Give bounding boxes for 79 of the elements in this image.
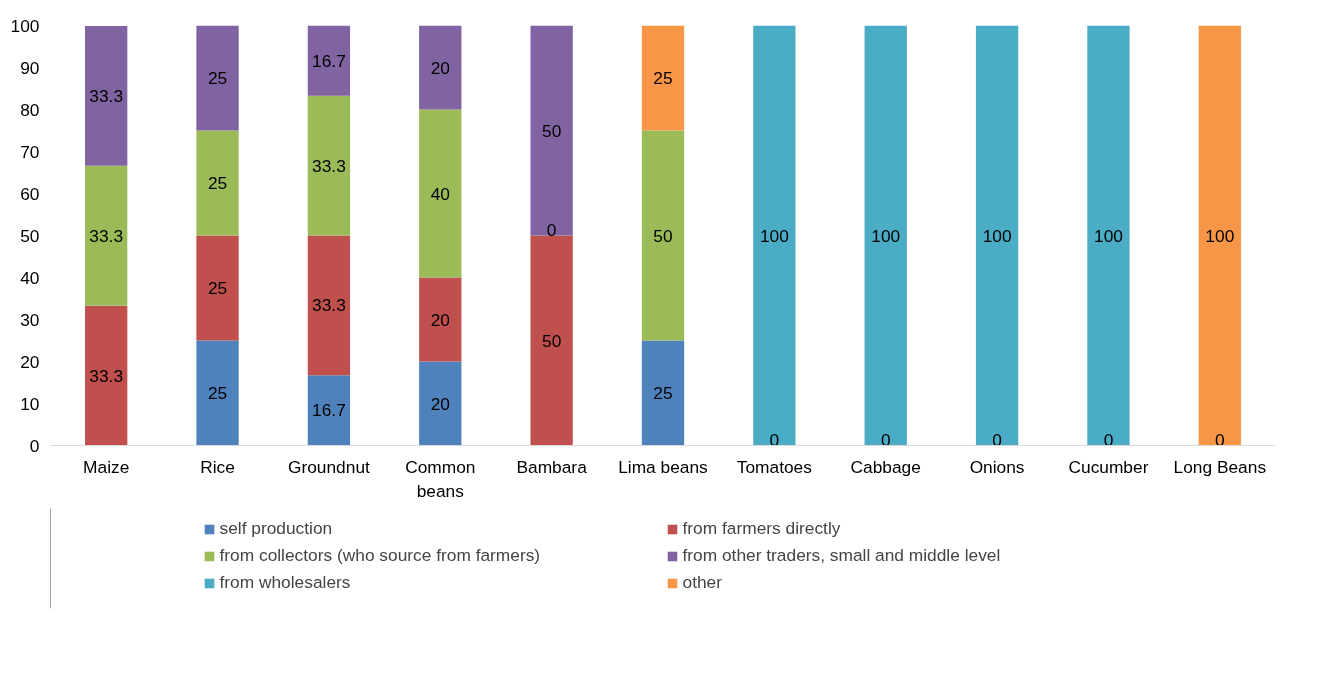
bar	[1087, 25, 1130, 446]
y-tick-label: 90	[20, 57, 40, 78]
data-label: 25	[653, 383, 673, 403]
bar	[753, 25, 796, 446]
bar	[85, 305, 128, 446]
data-label: 50	[542, 120, 562, 141]
x-tick-label: Lima beans	[618, 456, 709, 477]
data-label: 25	[207, 383, 228, 403]
x-tick-label: Cucumber	[1068, 456, 1149, 477]
y-tick-label: 30	[20, 309, 40, 330]
bar	[864, 25, 907, 446]
x-tick-label: Onions	[969, 456, 1025, 477]
y-tick-label: 80	[20, 99, 40, 120]
bar	[419, 25, 462, 110]
data-label: 100	[871, 225, 901, 246]
data-label: 33.3	[312, 295, 346, 316]
bar	[641, 130, 685, 341]
bar	[419, 109, 462, 278]
x-tick-label: Cabbage	[850, 456, 921, 477]
y-tick-label: 0	[29, 435, 40, 456]
bar	[641, 25, 685, 131]
legend-label: from other traders, small and middle level	[682, 545, 1002, 566]
bar	[307, 235, 351, 376]
bar	[85, 165, 128, 306]
y-tick-label: 50	[20, 225, 40, 246]
data-label: 100	[759, 225, 789, 246]
bar	[530, 25, 573, 236]
legend-label: from farmers directly	[682, 518, 842, 539]
y-tick-label: 20	[20, 351, 40, 372]
bar	[196, 130, 239, 236]
data-label: 20	[430, 309, 450, 330]
x-tick-label: Tomatoes	[736, 456, 813, 477]
y-tick-label: 10	[20, 393, 40, 414]
data-label: 25	[207, 278, 228, 298]
x-tick-label: Common beans	[405, 456, 476, 501]
bar	[196, 25, 239, 131]
data-label: 16.7	[312, 400, 346, 421]
legend-label: self production	[219, 518, 334, 539]
data-label: 100	[1094, 225, 1123, 246]
data-label: 25	[207, 68, 228, 88]
data-label: 33.3	[89, 225, 124, 246]
data-label: 40	[430, 183, 450, 204]
x-tick-label: Maize	[83, 456, 130, 477]
bar	[530, 235, 573, 446]
legend-label: from collectors (who source from farmers)	[219, 545, 542, 566]
data-label: 20	[430, 57, 450, 78]
data-label: 25	[653, 68, 673, 88]
y-tick-label: 60	[20, 183, 40, 204]
bar	[419, 277, 462, 362]
bar	[307, 95, 351, 236]
legend-label: other	[682, 572, 723, 593]
data-label: 50	[542, 330, 562, 351]
legend-label: from wholesalers	[219, 572, 352, 593]
y-tick-label: 70	[20, 141, 40, 162]
annotation: 0	[546, 219, 557, 240]
data-label: 50	[653, 225, 673, 246]
bar	[196, 235, 239, 341]
bar	[307, 25, 351, 96]
data-label: 33.3	[89, 365, 124, 386]
data-label: 20	[430, 393, 450, 414]
bar	[419, 361, 462, 446]
data-label: 25	[207, 173, 228, 193]
data-label: 16.7	[312, 50, 346, 71]
bar	[641, 340, 685, 446]
y-tick-label: 100	[10, 15, 40, 36]
bar	[975, 25, 1019, 446]
bar	[196, 340, 239, 446]
x-tick-label: Rice	[200, 456, 235, 477]
data-label: 33.3	[89, 85, 124, 106]
data-label: 100	[1205, 225, 1235, 246]
bar	[307, 375, 351, 446]
x-tick-label: Groundnut	[287, 456, 371, 477]
bar	[1198, 25, 1241, 446]
x-tick-label: Long Beans	[1173, 456, 1267, 477]
data-label: 100	[982, 225, 1012, 246]
y-tick-label: 40	[20, 267, 40, 288]
data-label: 33.3	[312, 155, 346, 176]
x-tick-label: Bambara	[516, 456, 588, 477]
bar	[85, 25, 128, 166]
